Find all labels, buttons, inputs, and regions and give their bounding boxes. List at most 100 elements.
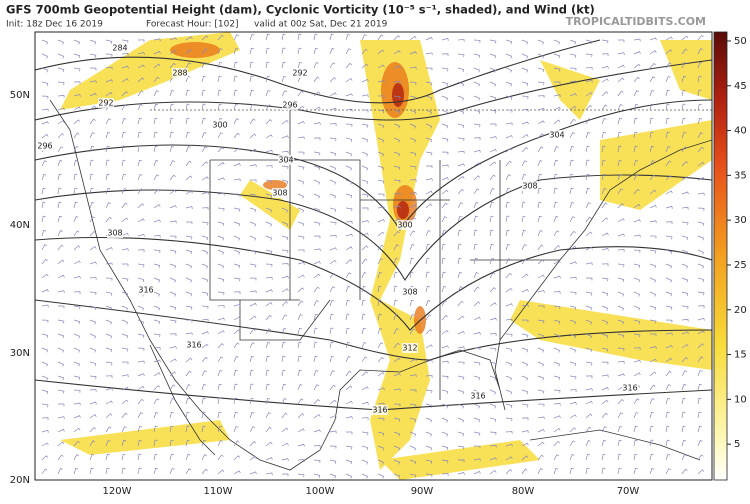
wind-barb xyxy=(697,132,704,139)
wind-barb xyxy=(489,272,496,279)
wind-barb xyxy=(377,342,384,349)
wind-barb xyxy=(553,39,561,45)
wind-barb xyxy=(201,439,207,447)
wind-barb xyxy=(665,305,673,310)
wind-barb xyxy=(89,173,94,181)
wind-barb xyxy=(553,245,561,251)
wind-barb xyxy=(137,249,145,253)
wind-barb xyxy=(345,385,353,391)
wind-barb xyxy=(185,453,191,461)
wind-barb xyxy=(521,375,529,381)
wind-barb xyxy=(297,221,305,227)
wind-barb xyxy=(89,39,97,45)
wind-barb xyxy=(425,314,432,321)
wind-barb xyxy=(313,355,318,363)
wind-barb xyxy=(105,159,110,167)
wind-barb xyxy=(233,291,241,295)
wind-barb xyxy=(329,92,337,97)
wind-barb xyxy=(553,173,558,181)
wind-barb xyxy=(281,135,289,139)
wind-barb xyxy=(569,67,577,71)
wind-barb xyxy=(377,95,385,99)
wind-barb xyxy=(393,137,400,143)
wind-barb xyxy=(377,387,385,391)
wind-barb xyxy=(313,369,319,377)
wind-barb xyxy=(265,193,273,199)
wind-barb xyxy=(377,80,385,83)
wind-barb xyxy=(553,440,560,447)
wind-barb xyxy=(633,219,641,223)
wind-barb xyxy=(169,235,177,239)
wind-barb xyxy=(441,345,449,349)
wind-barb xyxy=(617,145,622,153)
wind-barb xyxy=(345,299,350,307)
wind-barb xyxy=(681,454,687,461)
wind-barb xyxy=(617,64,625,69)
wind-barb xyxy=(233,103,239,111)
wind-barb xyxy=(569,453,575,461)
wind-barb xyxy=(185,131,190,139)
wind-barb xyxy=(681,383,687,391)
wind-barb xyxy=(409,328,416,335)
wind-barb xyxy=(137,439,142,447)
wind-barb xyxy=(633,203,641,209)
wind-barb xyxy=(601,65,609,69)
wind-barb xyxy=(505,243,511,251)
wind-barb xyxy=(489,123,497,127)
wind-barb xyxy=(265,179,273,184)
wind-barb xyxy=(185,175,193,181)
wind-barb xyxy=(137,131,142,139)
wind-barb xyxy=(89,80,97,84)
wind-barb xyxy=(137,412,144,419)
wind-barb xyxy=(473,316,481,321)
wind-barb xyxy=(73,119,81,125)
wind-barb xyxy=(281,120,289,125)
wind-barb xyxy=(297,207,305,213)
wind-barb xyxy=(393,244,400,251)
wind-barb xyxy=(201,207,209,211)
wind-barb xyxy=(233,193,241,197)
wind-barb xyxy=(89,361,97,366)
wind-barb xyxy=(601,426,607,433)
wind-barb xyxy=(521,442,529,447)
wind-barb xyxy=(249,249,257,255)
wind-barb xyxy=(569,80,577,84)
wind-barb xyxy=(649,453,654,461)
wind-barb xyxy=(553,275,561,279)
wind-barb xyxy=(569,440,576,447)
wind-barb xyxy=(185,332,193,336)
wind-barb xyxy=(665,468,672,475)
contour-label-bg xyxy=(549,130,565,140)
wind-barb xyxy=(617,425,623,433)
contour-label-bg xyxy=(372,405,388,415)
wind-barb xyxy=(329,327,334,335)
wind-barb xyxy=(521,347,529,353)
wind-barb xyxy=(217,343,225,349)
wind-barb xyxy=(521,81,529,86)
wind-barb xyxy=(169,37,177,41)
wind-barb xyxy=(697,469,705,475)
wind-barb xyxy=(393,218,401,223)
contour-label-bg xyxy=(522,181,538,191)
wind-barb xyxy=(105,291,113,296)
wind-barb xyxy=(89,333,96,339)
wind-barb xyxy=(121,131,126,139)
wind-barb xyxy=(393,50,401,55)
wind-barb xyxy=(89,53,97,58)
wind-barb xyxy=(441,137,449,142)
wind-barb xyxy=(393,123,401,129)
wind-barb xyxy=(393,328,399,335)
wind-barb xyxy=(89,67,97,71)
wind-barb xyxy=(313,444,321,448)
wind-barb xyxy=(313,273,321,279)
wind-barb xyxy=(521,95,529,99)
wind-barb xyxy=(265,457,273,461)
wind-barb xyxy=(281,179,289,184)
wind-barb xyxy=(409,445,416,451)
wind-barb xyxy=(441,164,449,168)
wind-barb xyxy=(441,360,449,364)
wind-barb xyxy=(601,104,608,111)
wind-barb xyxy=(57,454,64,461)
wind-barb xyxy=(121,439,127,447)
wind-barb xyxy=(681,207,689,210)
